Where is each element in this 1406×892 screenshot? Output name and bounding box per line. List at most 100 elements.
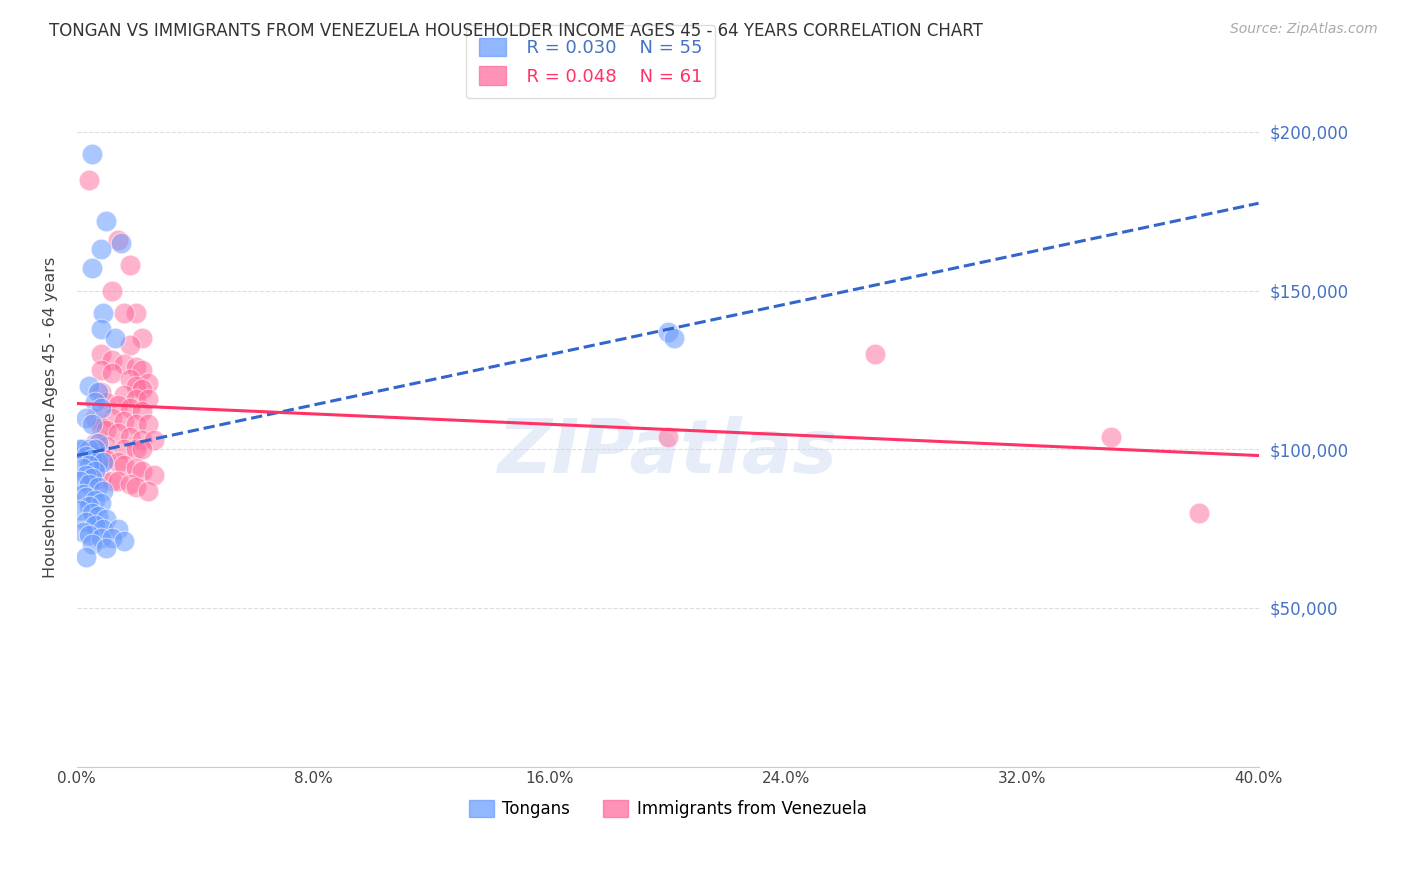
Point xyxy=(125,461,148,475)
Point xyxy=(80,537,103,551)
Point xyxy=(89,385,111,400)
Point xyxy=(83,518,105,533)
Point xyxy=(118,401,141,415)
Point xyxy=(96,214,118,228)
Point xyxy=(131,465,153,479)
Point xyxy=(83,436,105,450)
Point xyxy=(69,442,91,457)
Point xyxy=(89,420,111,434)
Point xyxy=(125,417,148,431)
Point xyxy=(136,392,159,406)
Point xyxy=(131,442,153,457)
Point xyxy=(89,363,111,377)
Point xyxy=(107,233,129,247)
Point xyxy=(96,394,118,409)
Point xyxy=(75,515,97,529)
Point xyxy=(89,243,111,257)
Point xyxy=(93,522,115,536)
Point xyxy=(77,172,100,186)
Point xyxy=(125,359,148,374)
Point xyxy=(107,474,129,488)
Point xyxy=(96,451,118,466)
Point xyxy=(136,417,159,431)
Point xyxy=(77,445,100,459)
Point xyxy=(83,442,105,457)
Point xyxy=(863,347,886,361)
Point xyxy=(77,379,100,393)
Point xyxy=(86,508,108,523)
Point xyxy=(131,433,153,447)
Point xyxy=(80,147,103,161)
Legend: Tongans, Immigrants from Venezuela: Tongans, Immigrants from Venezuela xyxy=(463,793,873,824)
Point xyxy=(75,449,97,463)
Point xyxy=(69,474,91,488)
Point xyxy=(125,392,148,406)
Point xyxy=(77,500,100,514)
Point xyxy=(662,331,685,345)
Point xyxy=(112,388,135,402)
Point xyxy=(77,442,100,457)
Point xyxy=(96,439,118,453)
Point xyxy=(72,524,94,539)
Point xyxy=(72,461,94,475)
Point xyxy=(83,394,105,409)
Point xyxy=(112,442,135,457)
Point xyxy=(83,465,105,479)
Point xyxy=(96,423,118,437)
Point xyxy=(104,331,127,345)
Point xyxy=(101,353,124,368)
Point xyxy=(101,531,124,545)
Point xyxy=(142,467,165,482)
Point xyxy=(80,506,103,520)
Text: Source: ZipAtlas.com: Source: ZipAtlas.com xyxy=(1230,22,1378,37)
Point xyxy=(75,467,97,482)
Point xyxy=(118,429,141,443)
Point xyxy=(131,382,153,396)
Point xyxy=(75,490,97,504)
Point xyxy=(112,357,135,371)
Point xyxy=(80,261,103,276)
Point xyxy=(80,417,103,431)
Y-axis label: Householder Income Ages 45 - 64 years: Householder Income Ages 45 - 64 years xyxy=(44,257,58,578)
Point xyxy=(112,414,135,428)
Point xyxy=(125,379,148,393)
Point xyxy=(89,471,111,485)
Point xyxy=(131,331,153,345)
Point xyxy=(101,284,124,298)
Point xyxy=(125,306,148,320)
Point xyxy=(118,337,141,351)
Point xyxy=(657,429,679,443)
Point xyxy=(101,474,124,488)
Point xyxy=(83,410,105,425)
Point xyxy=(112,534,135,549)
Point xyxy=(75,410,97,425)
Point xyxy=(89,401,111,415)
Point xyxy=(96,541,118,555)
Point xyxy=(107,426,129,441)
Point xyxy=(75,550,97,565)
Point xyxy=(77,477,100,491)
Point xyxy=(89,496,111,510)
Point xyxy=(657,325,679,339)
Point xyxy=(93,455,115,469)
Point xyxy=(1099,429,1122,443)
Point xyxy=(125,442,148,457)
Point xyxy=(118,477,141,491)
Point xyxy=(89,449,111,463)
Point xyxy=(118,372,141,386)
Point xyxy=(136,376,159,390)
Point xyxy=(112,306,135,320)
Point xyxy=(96,512,118,526)
Point xyxy=(89,531,111,545)
Point xyxy=(142,433,165,447)
Point xyxy=(101,366,124,380)
Point xyxy=(86,436,108,450)
Point xyxy=(107,522,129,536)
Point xyxy=(101,410,124,425)
Point xyxy=(80,471,103,485)
Point xyxy=(118,258,141,272)
Point xyxy=(86,480,108,494)
Point xyxy=(107,455,129,469)
Point xyxy=(69,502,91,516)
Point xyxy=(86,385,108,400)
